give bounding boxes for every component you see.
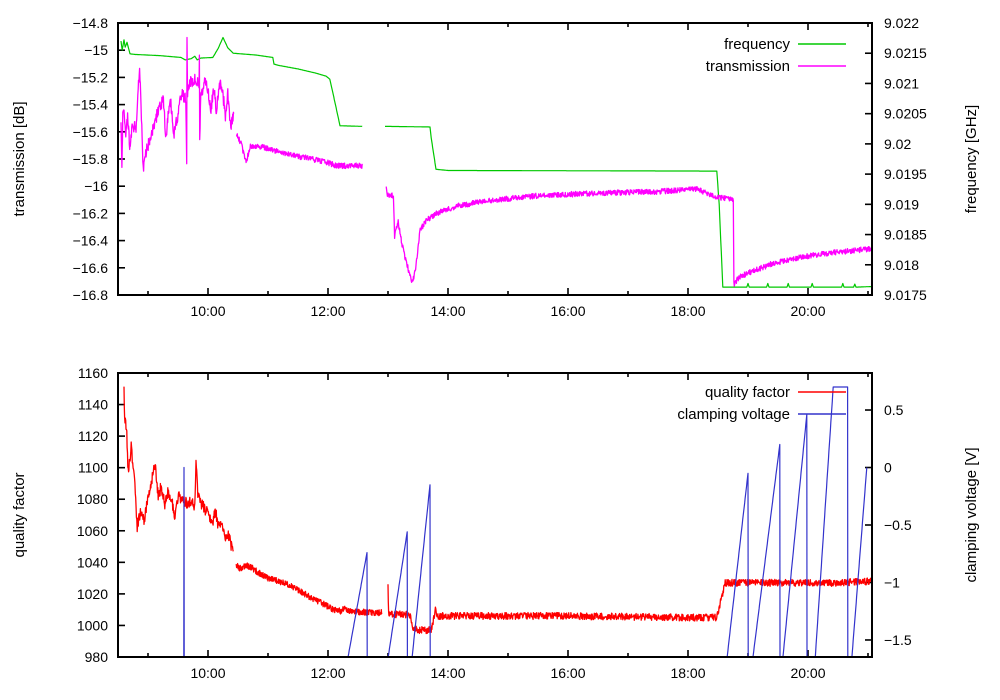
right-tick-label: 9.021	[884, 75, 919, 91]
x-tick-label: 12:00	[310, 303, 345, 319]
left-tick-label: −16	[84, 178, 108, 194]
axis-tick-labels: 10:00 12:00 14:00 16:00 18:00 20:00 1160 1140 11…	[77, 365, 912, 681]
axis-tick-labels: 10:00 12:00 14:00 16:00 18:00 20:00 −14.8 −15 −1…	[73, 15, 927, 319]
left-tick-label: 1120	[78, 428, 108, 444]
left-tick-label: −16.2	[73, 205, 109, 221]
x-tick-label: 14:00	[430, 303, 465, 319]
left-tick-label: 1140	[78, 397, 108, 413]
left-tick-label: −15	[84, 42, 108, 58]
legend: quality factor clamping voltage	[677, 384, 846, 423]
clamping-voltage-line-segment	[387, 531, 408, 657]
right-axis-title: frequency [GHz]	[963, 105, 980, 213]
quality-factor-line-segment	[235, 562, 383, 617]
right-tick-label: −0.5	[884, 517, 912, 533]
clamping-voltage-line-segment	[347, 552, 368, 657]
x-tick-label: 20:00	[790, 665, 825, 681]
x-tick-label: 16:00	[550, 665, 585, 681]
right-axis-title: clamping voltage [V]	[963, 447, 980, 582]
quality-factor-line-segment	[387, 577, 872, 635]
x-tick-label: 10:00	[190, 303, 225, 319]
right-tick-label: −1	[884, 574, 900, 590]
left-tick-label: −14.8	[73, 15, 109, 31]
left-tick-label: −15.4	[73, 97, 109, 113]
plot-border	[117, 372, 873, 658]
legend-label-transmission: transmission	[706, 58, 790, 75]
left-tick-label: −15.2	[73, 69, 109, 85]
transmission-series	[120, 36, 872, 287]
left-tick-label: 1000	[77, 617, 108, 633]
quality-factor-series	[123, 386, 872, 635]
right-tick-label: 9.0205	[884, 106, 927, 122]
right-tick-label: 9.019	[884, 196, 919, 212]
left-tick-label: −15.8	[73, 151, 109, 167]
left-tick-label: −16.4	[73, 233, 109, 249]
quality-factor-line-segment	[123, 386, 234, 552]
left-tick-label: 1100	[78, 460, 108, 476]
left-tick-label: 980	[85, 649, 109, 665]
left-axis-title: quality factor	[11, 472, 28, 557]
left-tick-label: 1160	[78, 365, 108, 381]
frequency-line-segment	[120, 36, 363, 127]
right-tick-label: 0	[884, 460, 892, 476]
left-tick-label: 1060	[77, 523, 108, 539]
right-tick-label: 9.0185	[884, 227, 927, 243]
plot-border	[117, 22, 873, 296]
chart-bottom: 10:00 12:00 14:00 16:00 18:00 20:00 1160 1140 11…	[11, 365, 980, 681]
legend-label-frequency: frequency	[724, 36, 790, 53]
clamping-voltage-series	[183, 386, 868, 657]
chart-top: 10:00 12:00 14:00 16:00 18:00 20:00 −14.8 −15 −1…	[11, 15, 980, 319]
x-tick-label: 18:00	[670, 665, 705, 681]
x-tick-label: 20:00	[790, 303, 825, 319]
left-tick-label: 1020	[77, 586, 108, 602]
clamping-voltage-line-segment	[814, 386, 849, 657]
clamping-voltage-line-segment	[851, 467, 868, 657]
right-tick-label: 9.022	[884, 15, 919, 31]
transmission-line-segment	[385, 185, 872, 287]
x-tick-label: 10:00	[190, 665, 225, 681]
right-tick-label: −1.5	[884, 632, 912, 648]
frequency-line-segment	[384, 125, 872, 288]
clamping-voltage-line-segment	[752, 443, 781, 657]
x-tick-label: 18:00	[670, 303, 705, 319]
clamping-voltage-line-segment	[411, 484, 431, 657]
right-tick-label: 9.0195	[884, 166, 927, 182]
legend-label-clamping-voltage: clamping voltage	[677, 406, 790, 423]
legend: frequency transmission	[706, 36, 846, 75]
legend-label-quality-factor: quality factor	[705, 384, 790, 401]
left-tick-label: −16.8	[73, 287, 109, 303]
right-tick-label: 0.5	[884, 402, 904, 418]
right-tick-label: 9.0215	[884, 45, 927, 61]
left-tick-label: 1080	[77, 491, 108, 507]
left-tick-label: 1040	[77, 554, 108, 570]
left-tick-label: −16.6	[73, 260, 109, 276]
x-tick-label: 12:00	[310, 665, 345, 681]
right-tick-label: 9.018	[884, 257, 919, 273]
right-tick-label: 9.02	[884, 136, 911, 152]
frequency-series	[120, 36, 872, 288]
x-tick-label: 14:00	[430, 665, 465, 681]
left-tick-label: −15.6	[73, 124, 109, 140]
right-tick-label: 9.0175	[884, 287, 927, 303]
left-axis-title: transmission [dB]	[11, 101, 28, 216]
transmission-line-segment	[235, 133, 363, 170]
transmission-line-segment	[120, 36, 235, 172]
x-tick-label: 16:00	[550, 303, 585, 319]
clamping-voltage-line-segment	[782, 414, 808, 657]
clamping-voltage-line-segment	[726, 472, 749, 657]
